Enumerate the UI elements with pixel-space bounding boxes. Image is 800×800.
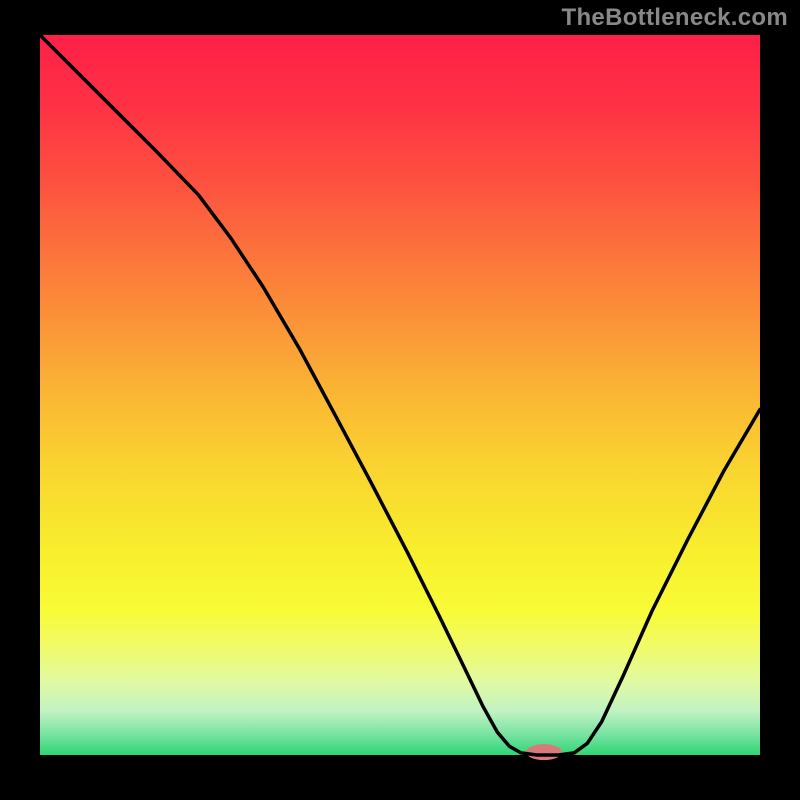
watermark-text: TheBottleneck.com: [562, 4, 788, 32]
bottleneck-chart: [0, 0, 800, 800]
chart-container: { "watermark": { "text": "TheBottleneck.…: [0, 0, 800, 800]
highlight-marker: [526, 744, 562, 760]
